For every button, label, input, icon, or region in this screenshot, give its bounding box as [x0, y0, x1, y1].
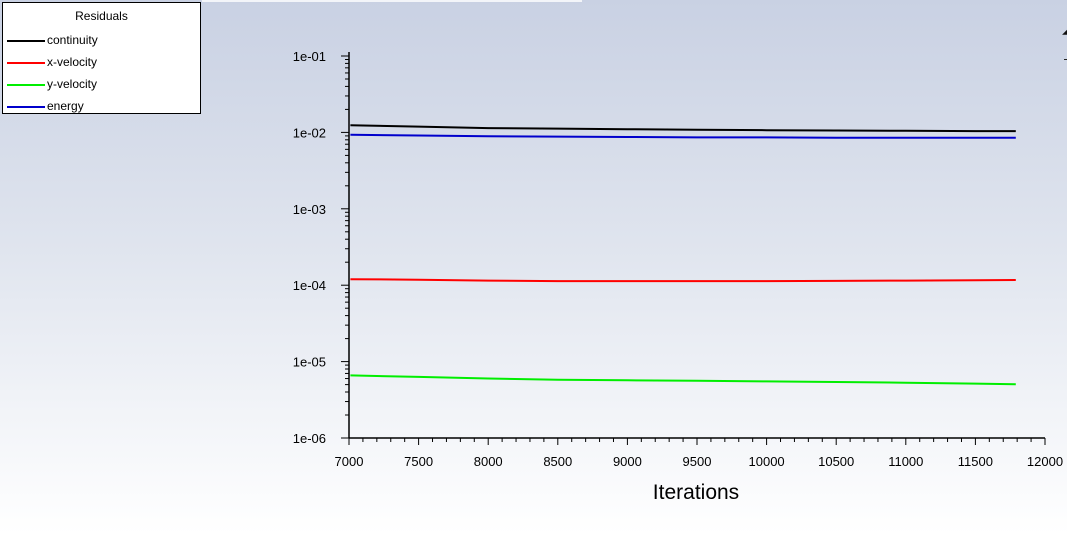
header-strip	[202, 0, 582, 2]
x-axis-title: Iterations	[653, 481, 739, 504]
clipped-glyph: ◢	[1062, 12, 1067, 40]
series-line-y-velocity	[350, 374, 1016, 386]
y-tick-label: 1e-03	[293, 202, 326, 217]
legend-swatch-x-velocity	[7, 62, 45, 64]
x-tick-label: 10500	[818, 454, 854, 469]
series-line-x-velocity	[350, 278, 1016, 283]
legend-label-x-velocity: x-velocity	[47, 55, 98, 69]
legend-swatch-energy	[7, 106, 45, 108]
x-tick-label: 11500	[958, 454, 993, 469]
y-tick-label: 1e-05	[293, 355, 326, 370]
x-tick-label: 11000	[888, 454, 923, 469]
legend-title: Residuals	[75, 9, 128, 23]
y-tick-label: 1e-06	[293, 431, 326, 446]
plot-axes: 1e-06 1e-05 1e-04 1e-03 1e-02 1e-01 7000 7500 80…	[293, 49, 1063, 469]
legend-swatch-continuity	[7, 40, 45, 42]
series-line-continuity	[350, 124, 1016, 133]
legend-item-energy: energy	[3, 99, 202, 115]
legend-label-continuity: continuity	[47, 33, 98, 47]
legend-item-x-velocity: x-velocity	[3, 55, 202, 71]
legend-swatch-y-velocity	[7, 84, 45, 86]
series-line-energy	[350, 133, 1016, 139]
x-tick-label: 8000	[474, 454, 503, 469]
x-tick-label: 7000	[335, 454, 364, 469]
legend-item-continuity: continuity	[3, 33, 202, 49]
legend-item-y-velocity: y-velocity	[3, 77, 202, 93]
x-tick-label: 9500	[683, 454, 712, 469]
x-tick-label: 8500	[543, 454, 572, 469]
x-tick-label: 12000	[1027, 454, 1063, 469]
y-tick-label: 1e-04	[293, 278, 326, 293]
legend: Residuals continuity x-velocity y-veloci…	[2, 2, 201, 114]
y-tick-label: 1e-02	[293, 125, 326, 140]
x-tick-label: 9000	[613, 454, 642, 469]
clipped-tick	[1064, 59, 1067, 60]
legend-label-energy: energy	[47, 99, 84, 113]
x-tick-label: 7500	[404, 454, 433, 469]
legend-label-y-velocity: y-velocity	[47, 77, 98, 91]
y-tick-label: 1e-01	[293, 49, 326, 64]
x-tick-label: 10000	[749, 454, 785, 469]
series-lines	[350, 124, 1016, 386]
